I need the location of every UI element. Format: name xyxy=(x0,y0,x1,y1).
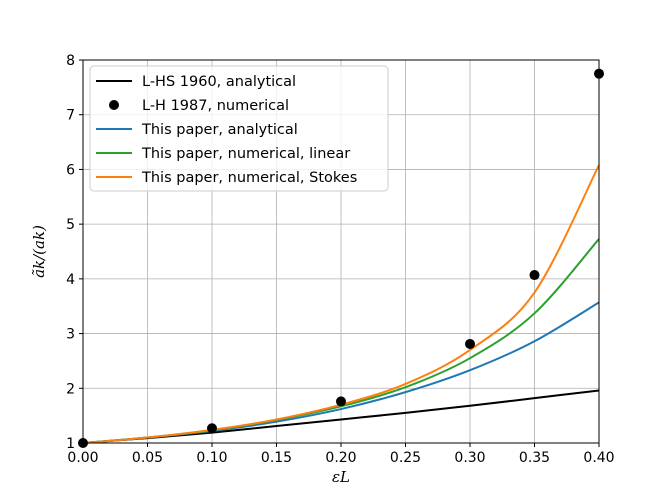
legend-entry: L-HS 1960, analytical xyxy=(96,74,296,90)
legend-marker xyxy=(109,100,119,110)
x-tick-label: 0.20 xyxy=(325,450,356,466)
legend-box xyxy=(89,65,389,192)
x-tick-label: 0.10 xyxy=(196,450,227,466)
legend-entry: L-H 1987, numerical xyxy=(109,98,289,114)
y-axis-label: ãk/(ak) xyxy=(30,225,48,278)
legend-label: This paper, numerical, Stokes xyxy=(141,170,357,186)
x-tick-label: 0.40 xyxy=(583,450,614,466)
y-tick-label: 2 xyxy=(66,381,75,397)
x-tick-label: 0.25 xyxy=(390,450,421,466)
legend-label: L-H 1987, numerical xyxy=(142,98,289,114)
x-tick-label: 0.35 xyxy=(519,450,550,466)
y-tick-label: 5 xyxy=(66,217,75,233)
legend-label: This paper, numerical, linear xyxy=(141,146,350,162)
series-1 xyxy=(78,68,604,448)
legend-entry: This paper, numerical, linear xyxy=(96,146,350,162)
ticks: 0.00 0.05 0.10 0.15 0.20 0.25 0.30 0.35 0.40 1 2 3 4… xyxy=(66,53,615,466)
x-tick-label: 0.15 xyxy=(261,450,292,466)
series-line xyxy=(82,164,600,444)
legend-label: L-HS 1960, analytical xyxy=(142,74,296,90)
data-point xyxy=(207,423,217,434)
x-tick-label: 0.30 xyxy=(454,450,485,466)
y-tick-label: 1 xyxy=(66,436,75,452)
x-tick-label: 0.05 xyxy=(132,450,163,466)
legend-label: This paper, analytical xyxy=(141,122,298,138)
legend: L-HS 1960, analytical L-H 1987, numerical… xyxy=(89,65,389,192)
legend-entry: This paper, analytical xyxy=(96,122,298,138)
series-4 xyxy=(82,164,600,444)
data-point xyxy=(465,338,475,349)
x-tick-label: 0.00 xyxy=(67,450,98,466)
y-tick-label: 4 xyxy=(66,272,75,288)
y-tick-label: 7 xyxy=(66,108,75,124)
y-tick-label: 3 xyxy=(66,327,75,343)
legend-entry: This paper, numerical, Stokes xyxy=(96,170,357,186)
data-point xyxy=(336,396,346,407)
y-tick-label: 6 xyxy=(66,162,75,178)
plot-area xyxy=(78,68,604,448)
data-point xyxy=(529,270,540,281)
x-axis-label: εL xyxy=(332,468,350,486)
y-tick-label: 8 xyxy=(66,53,75,69)
